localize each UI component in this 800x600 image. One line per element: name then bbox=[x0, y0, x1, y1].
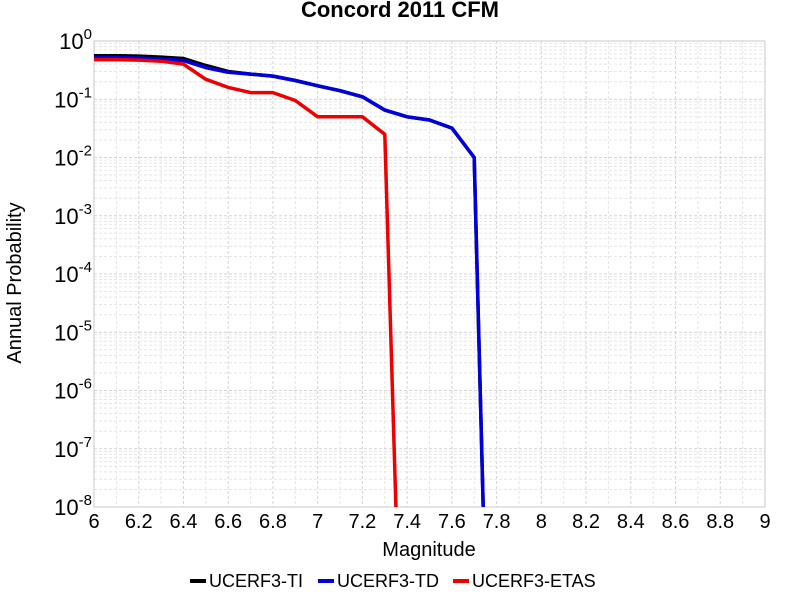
plot-area bbox=[93, 40, 766, 508]
legend-label-ucerf3-etas: UCERF3-ETAS bbox=[472, 571, 596, 591]
x-tick-label: 8.2 bbox=[572, 511, 600, 533]
y-tick-label: 10-1 bbox=[54, 84, 92, 112]
x-tick-label: 8 bbox=[536, 511, 547, 533]
y-tick-label: 10-6 bbox=[54, 376, 92, 404]
x-axis-label: Magnitude bbox=[382, 539, 475, 561]
legend: UCERF3-TI UCERF3-TD UCERF3-ETAS bbox=[190, 571, 596, 591]
legend-label-ucerf3-td: UCERF3-TD bbox=[337, 571, 439, 591]
y-axis-label: Annual Probability bbox=[4, 202, 26, 363]
series-line-ucerf3-etas bbox=[94, 57, 398, 508]
x-tick-label: 6.8 bbox=[259, 511, 287, 533]
x-tick-label: 7.6 bbox=[438, 511, 466, 533]
y-tick-label: 10-8 bbox=[54, 492, 92, 520]
legend-label-ucerf3-ti: UCERF3-TI bbox=[209, 571, 303, 591]
y-tick-label: 100 bbox=[59, 26, 92, 54]
x-tick-label: 7.4 bbox=[393, 511, 421, 533]
series-line-ucerf3-td bbox=[94, 55, 485, 508]
x-tick-label: 7.8 bbox=[483, 511, 511, 533]
series-line-ucerf3-ti bbox=[94, 53, 485, 508]
y-axis-ticks: 100 10-1 10-2 10-3 10-4 10-5 10-6 10-7 10-8 bbox=[54, 26, 92, 520]
chart-title: Concord 2011 CFM bbox=[301, 0, 499, 22]
x-tick-label: 6.6 bbox=[214, 511, 242, 533]
grid bbox=[93, 41, 766, 508]
x-tick-label: 6.4 bbox=[170, 511, 198, 533]
y-tick-label: 10-4 bbox=[54, 259, 92, 287]
y-tick-label: 10-3 bbox=[54, 201, 92, 229]
x-tick-label: 7 bbox=[312, 511, 323, 533]
x-tick-label: 6 bbox=[88, 511, 99, 533]
x-tick-label: 9 bbox=[759, 511, 770, 533]
series-layer bbox=[94, 53, 485, 508]
x-tick-label: 8.4 bbox=[617, 511, 645, 533]
y-tick-label: 10-2 bbox=[54, 143, 92, 171]
x-tick-label: 8.6 bbox=[662, 511, 690, 533]
y-tick-label: 10-7 bbox=[54, 434, 92, 462]
x-tick-label: 7.2 bbox=[348, 511, 376, 533]
x-tick-label: 8.8 bbox=[706, 511, 734, 533]
y-tick-label: 10-5 bbox=[54, 317, 92, 345]
x-tick-label: 6.2 bbox=[125, 511, 153, 533]
x-axis-ticks: 6 6.2 6.4 6.6 6.8 7 7.2 7.4 7.6 7.8 8 8.2 8.4 8.6 8.8 9 bbox=[88, 511, 770, 533]
